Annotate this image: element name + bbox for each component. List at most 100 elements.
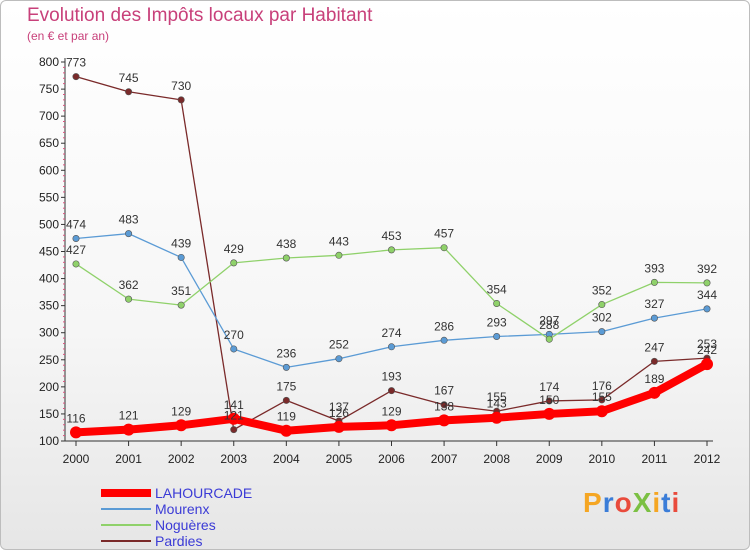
logo-letter: i bbox=[671, 487, 681, 518]
data-label: 293 bbox=[487, 316, 507, 330]
x-tick-label: 2001 bbox=[115, 452, 142, 466]
data-label: 270 bbox=[224, 328, 244, 342]
y-tick-label: 700 bbox=[39, 109, 59, 123]
y-tick-label: 500 bbox=[39, 217, 59, 231]
data-point bbox=[227, 412, 240, 425]
data-point bbox=[282, 363, 290, 371]
x-tick-label: 2009 bbox=[536, 452, 563, 466]
data-point bbox=[280, 424, 293, 437]
y-tick-label: 400 bbox=[39, 272, 59, 286]
legend-swatch-mourenx bbox=[101, 508, 151, 510]
data-label: 137 bbox=[329, 400, 349, 414]
x-tick-label: 2012 bbox=[694, 452, 721, 466]
y-tick-label: 550 bbox=[39, 190, 59, 204]
x-tick-label: 2004 bbox=[273, 452, 300, 466]
y-tick-label: 300 bbox=[39, 326, 59, 340]
y-tick-label: 200 bbox=[39, 380, 59, 394]
data-label: 252 bbox=[329, 338, 349, 352]
data-label: 474 bbox=[66, 218, 86, 232]
data-label: 427 bbox=[66, 243, 86, 257]
axes: 100 150 200 250 300 350 400 450 500 550 600 650 700 7… bbox=[39, 55, 721, 466]
legend-swatch-nogueres bbox=[101, 524, 151, 526]
data-label: 274 bbox=[381, 326, 401, 340]
legend-swatch-lahourcade bbox=[101, 489, 151, 497]
data-label: 116 bbox=[66, 411, 85, 425]
logo-letter: X bbox=[632, 487, 653, 518]
data-label: 730 bbox=[171, 79, 191, 93]
data-label: 143 bbox=[487, 397, 507, 411]
data-label: 453 bbox=[381, 229, 401, 243]
data-point bbox=[493, 333, 501, 341]
data-label: 126 bbox=[329, 406, 349, 420]
data-point bbox=[545, 335, 553, 343]
data-point bbox=[335, 355, 343, 363]
data-label: 129 bbox=[171, 404, 191, 418]
data-label: 438 bbox=[276, 237, 296, 251]
data-label: 247 bbox=[644, 340, 664, 354]
data-label: 193 bbox=[381, 370, 401, 384]
data-label: 773 bbox=[66, 56, 86, 70]
y-tick-label: 250 bbox=[39, 353, 59, 367]
data-point bbox=[703, 305, 711, 313]
y-tick-label: 350 bbox=[39, 299, 59, 313]
data-point bbox=[490, 411, 503, 424]
data-point bbox=[177, 96, 185, 104]
data-label: 141 bbox=[224, 398, 244, 412]
data-point bbox=[122, 423, 135, 436]
data-point bbox=[650, 314, 658, 322]
logo-letter: t bbox=[661, 487, 672, 518]
data-label: 327 bbox=[644, 297, 664, 311]
data-point bbox=[177, 301, 185, 309]
data-point bbox=[282, 396, 290, 404]
data-label: 297 bbox=[539, 313, 559, 327]
data-point bbox=[595, 405, 608, 418]
x-tick-label: 2011 bbox=[642, 452, 668, 466]
proxiti-logo: ProXiti bbox=[583, 487, 680, 519]
data-point bbox=[598, 328, 606, 336]
data-point bbox=[440, 244, 448, 252]
data-label: 429 bbox=[224, 242, 244, 256]
data-point bbox=[230, 345, 238, 353]
logo-letter: i bbox=[652, 487, 662, 518]
data-point bbox=[282, 254, 290, 262]
data-point bbox=[230, 259, 238, 267]
data-point bbox=[387, 246, 395, 254]
x-tick-label: 2003 bbox=[220, 452, 247, 466]
data-point bbox=[175, 419, 188, 432]
data-point bbox=[701, 358, 713, 371]
data-point bbox=[72, 235, 80, 243]
data-point bbox=[440, 401, 448, 409]
data-label: 362 bbox=[119, 278, 139, 292]
y-tick-label: 800 bbox=[39, 55, 59, 69]
chart-title: Evolution des Impôts locaux par Habitant bbox=[27, 5, 373, 26]
data-label: 174 bbox=[539, 380, 559, 394]
data-label: 150 bbox=[539, 393, 559, 407]
x-tick-label: 2000 bbox=[63, 452, 90, 466]
legend-label: Noguères bbox=[155, 517, 216, 533]
legend-label: Pardies bbox=[155, 533, 203, 549]
data-label: 302 bbox=[592, 311, 612, 325]
data-point bbox=[72, 73, 80, 81]
y-tick-label: 100 bbox=[39, 434, 59, 448]
x-tick-label: 2006 bbox=[378, 452, 405, 466]
y-tick-label: 600 bbox=[39, 163, 59, 177]
logo-letter: P bbox=[583, 487, 603, 518]
data-labels: 116 121 129 141 119 126 129 138 143 150 155 189 242 4… bbox=[66, 56, 717, 426]
legend-label: Mourenx bbox=[155, 501, 210, 517]
data-label: 129 bbox=[381, 404, 401, 418]
data-label: 344 bbox=[697, 288, 717, 302]
data-point bbox=[543, 407, 556, 420]
data-point bbox=[438, 414, 451, 427]
data-point bbox=[335, 251, 343, 259]
data-label: 443 bbox=[329, 234, 349, 248]
x-tick-label: 2007 bbox=[431, 452, 458, 466]
data-label: 121 bbox=[119, 409, 139, 423]
data-label: 242 bbox=[697, 343, 717, 357]
data-point bbox=[125, 295, 133, 303]
data-point bbox=[650, 357, 658, 365]
series-layer bbox=[70, 73, 713, 439]
chart-subtitle: (en € et par an) bbox=[27, 29, 110, 43]
data-point bbox=[230, 426, 238, 434]
data-label: 393 bbox=[644, 261, 664, 275]
